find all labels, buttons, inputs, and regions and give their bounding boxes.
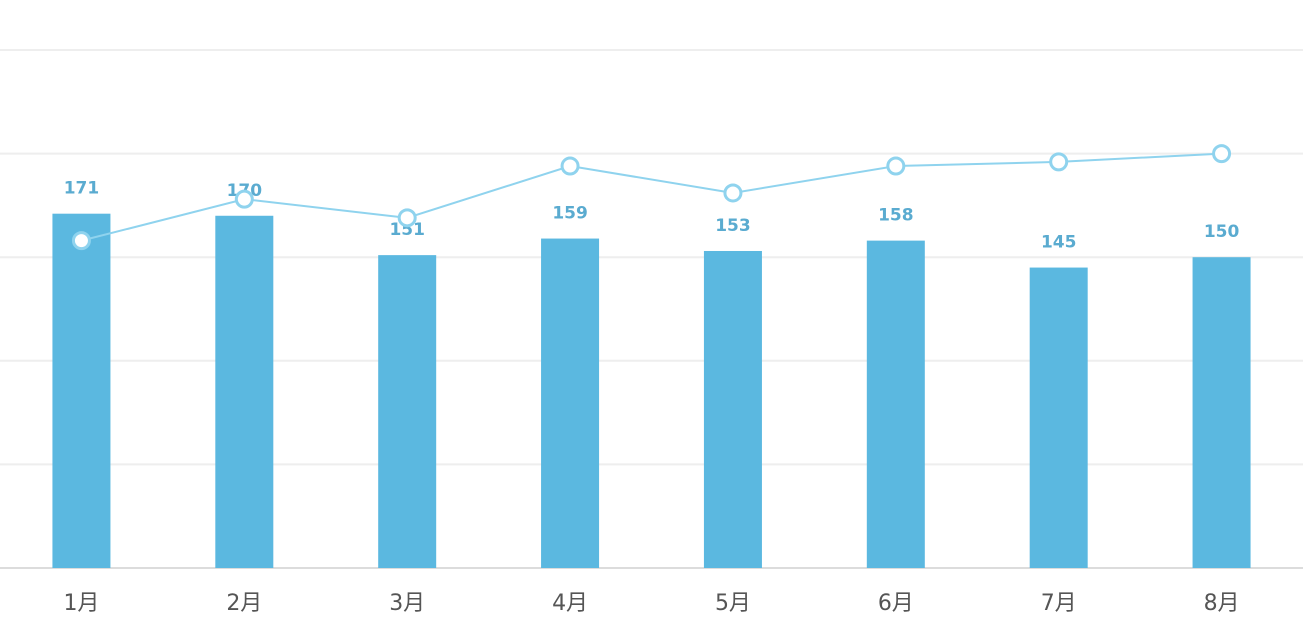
bar (703, 250, 762, 568)
line-point (886, 156, 906, 176)
data-label: 145 (1041, 233, 1077, 253)
bar (215, 215, 274, 568)
x-tick-label: 3月 (389, 591, 425, 616)
bar (1029, 267, 1088, 568)
line-point (560, 156, 580, 176)
line-point (71, 231, 91, 251)
line-point (1049, 152, 1069, 172)
data-label: 151 (389, 220, 425, 240)
bar (378, 255, 437, 569)
x-tick-label: 7月 (1041, 591, 1077, 616)
x-tick-label: 6月 (878, 591, 914, 616)
data-label: 159 (552, 204, 588, 224)
line-point (397, 208, 417, 228)
data-label: 150 (1204, 222, 1240, 242)
line-point (723, 183, 743, 203)
line-point (234, 189, 254, 209)
x-tick-label: 4月 (552, 591, 588, 616)
x-tick-label: 5月 (715, 591, 751, 616)
data-label: 171 (64, 179, 100, 199)
bar (1192, 257, 1251, 568)
bar (541, 238, 600, 568)
bar (52, 213, 111, 569)
bar (866, 240, 925, 568)
line (81, 152, 1222, 242)
data-label: 158 (878, 206, 914, 226)
x-tick-label: 8月 (1204, 591, 1240, 616)
x-tick-label: 2月 (226, 591, 262, 616)
line-point (1212, 144, 1232, 164)
x-tick-label: 1月 (63, 591, 99, 616)
data-label: 153 (715, 216, 751, 236)
